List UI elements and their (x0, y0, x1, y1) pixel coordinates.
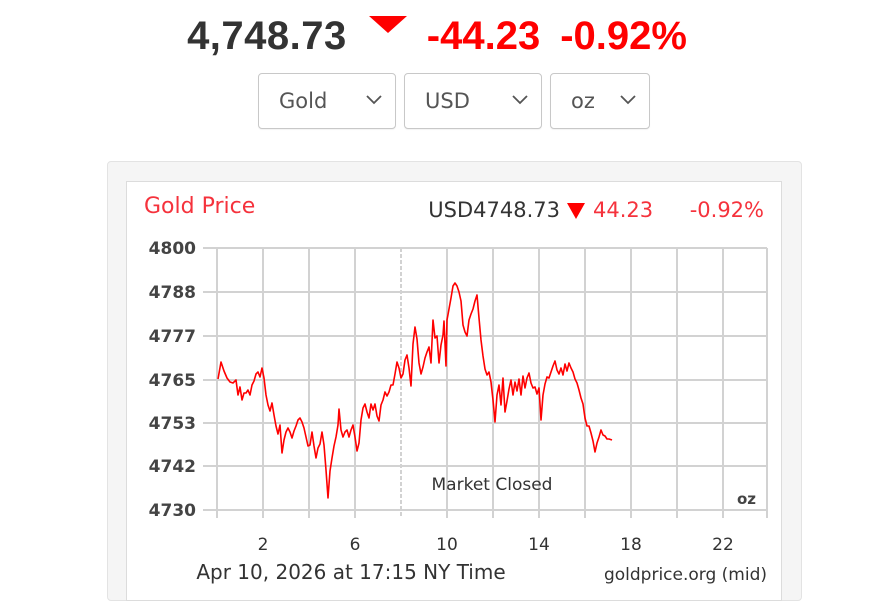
chart-header-change: 44.23 (593, 198, 653, 222)
metal-select-value: Gold (279, 89, 328, 113)
y-tick-label: 4765 (149, 371, 196, 391)
chart-timestamp: Apr 10, 2026 at 17:15 NY Time (196, 560, 505, 584)
metal-select[interactable]: Gold (258, 73, 396, 129)
x-tick-label: 14 (528, 535, 550, 555)
price-quote: 4,748.73 -44.23 -0.92% (0, 14, 874, 59)
price-change: -44.23 (426, 14, 541, 58)
price-change-percent: -0.92% (560, 14, 687, 58)
market-status-label: Market Closed (432, 475, 553, 495)
chart-header-price: USD4748.73 (428, 198, 560, 222)
chart-source[interactable]: goldprice.org (mid) (604, 565, 767, 585)
currency-select-value: USD (425, 89, 470, 113)
down-arrow-icon (368, 16, 407, 33)
y-tick-label: 4730 (149, 501, 196, 521)
y-axis-labels: 4800 4788 4777 4765 4753 4742 4730 (149, 239, 196, 521)
x-tick-label: 10 (436, 535, 458, 555)
x-tick-label: 2 (258, 535, 269, 555)
down-arrow-icon (567, 203, 585, 219)
x-tick-label: 6 (350, 535, 361, 555)
chevron-down-icon (366, 95, 382, 105)
chevron-down-icon (620, 95, 636, 105)
chevron-down-icon (512, 95, 528, 105)
unit-select-value: oz (571, 89, 595, 113)
unit-label: oz (737, 490, 756, 508)
y-tick-label: 4777 (149, 327, 196, 347)
chart-title: Gold Price (144, 194, 255, 219)
y-tick-label: 4753 (149, 414, 196, 434)
y-tick-label: 4800 (149, 239, 196, 259)
y-tick-label: 4742 (149, 457, 196, 477)
x-tick-label: 18 (620, 535, 642, 555)
unit-select[interactable]: oz (550, 73, 650, 129)
currency-select[interactable]: USD (404, 73, 542, 129)
current-price: 4,748.73 (187, 14, 347, 58)
x-axis-labels: 2 6 10 14 18 22 (258, 535, 734, 555)
x-tick-label: 22 (712, 535, 734, 555)
gold-price-chart: Gold Price USD4748.73 44.23 -0.92% 4800 … (144, 194, 768, 585)
chart-container (126, 181, 782, 601)
chart-grid (203, 247, 768, 518)
chart-header-change-percent: -0.92% (690, 198, 764, 222)
price-line (217, 282, 613, 499)
y-tick-label: 4788 (149, 283, 196, 303)
